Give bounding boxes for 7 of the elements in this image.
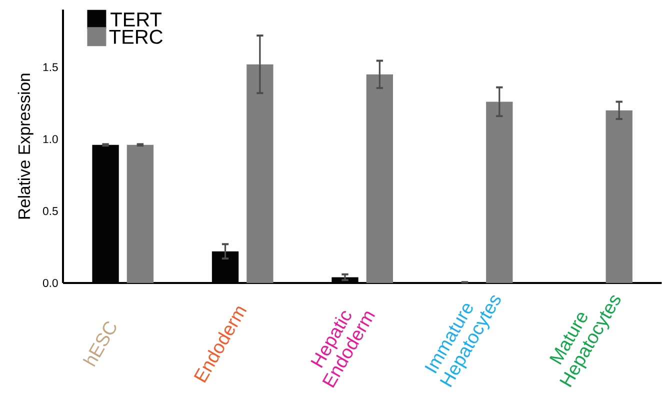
- y-tick-label: 0.5: [42, 207, 58, 216]
- legend-label: TERT: [110, 12, 162, 26]
- y-tick-label: 0.0: [42, 278, 58, 287]
- y-tick-label: 1.5: [43, 63, 58, 72]
- legend-label: TERC: [109, 30, 163, 44]
- y-axis-title: Relative Expression: [18, 74, 34, 219]
- y-tick-label: 1.0: [43, 135, 58, 144]
